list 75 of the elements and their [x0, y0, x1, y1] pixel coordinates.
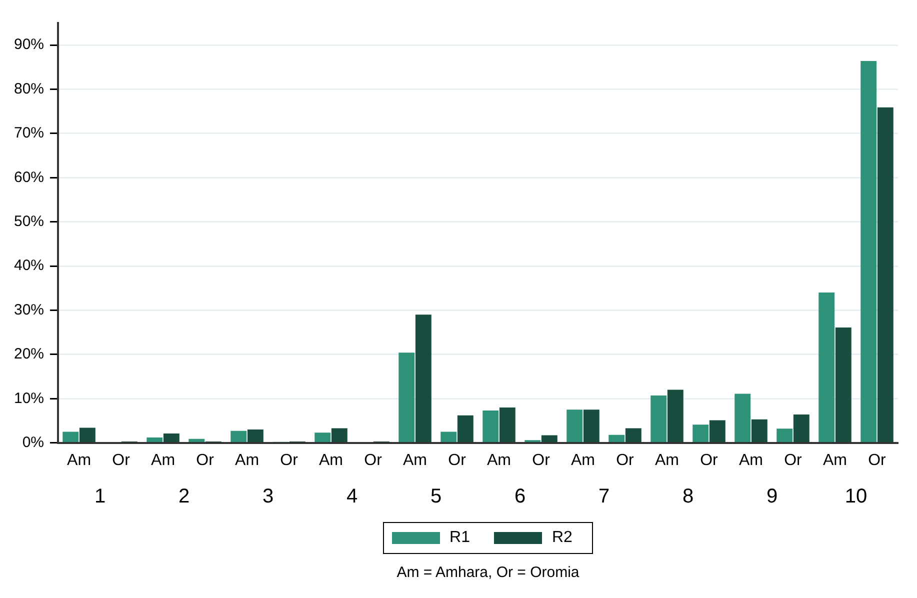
bar — [583, 410, 600, 442]
bar — [776, 428, 793, 442]
text: 2 — [178, 485, 190, 508]
x-tick-label: Or — [784, 452, 803, 469]
x-tick-label: Am — [235, 452, 260, 469]
bar — [818, 292, 835, 442]
bar — [331, 428, 348, 442]
y-tick-label: 0% — [22, 434, 44, 451]
y-tick-label: 20% — [14, 346, 44, 363]
bar — [440, 432, 457, 442]
x-tick-label: Am — [319, 452, 344, 469]
bar — [709, 420, 726, 442]
x-tick-label: Or — [448, 452, 467, 469]
x-tick-label: Am — [403, 452, 428, 469]
x-tick-label: Am — [655, 452, 680, 469]
bar — [667, 390, 684, 442]
bar — [860, 61, 877, 442]
bar — [482, 410, 499, 442]
x-tick-label: Am — [571, 452, 596, 469]
text: 1 — [94, 485, 106, 508]
bar — [877, 107, 894, 442]
bar — [835, 327, 852, 442]
bar — [230, 430, 247, 442]
x-tick-label: Am — [823, 452, 847, 469]
text: Am = Amhara, Or = Oromia — [396, 564, 580, 581]
x-tick-label: Or — [616, 452, 635, 469]
text: 6 — [514, 485, 526, 508]
x-tick-label: Or — [868, 452, 887, 469]
text: 4 — [346, 485, 358, 508]
bar — [247, 430, 264, 442]
bar — [146, 438, 163, 442]
x-tick-label: Am — [67, 452, 92, 469]
bar — [793, 414, 810, 442]
x-tick-label: Or — [112, 452, 131, 469]
y-tick-label: 80% — [14, 80, 44, 98]
text: 5 — [430, 485, 442, 508]
bar — [751, 419, 768, 442]
y-tick-label: 60% — [14, 168, 44, 186]
bar — [62, 432, 79, 442]
x-tick-label: Or — [196, 452, 215, 469]
bar — [457, 415, 474, 442]
bar — [541, 435, 558, 442]
x-tick-label: Am — [487, 452, 512, 469]
bar — [625, 428, 642, 442]
y-tick-label: 10% — [14, 390, 44, 407]
bar — [650, 396, 667, 442]
bar — [608, 434, 625, 442]
bar — [692, 424, 709, 442]
x-tick-label: Or — [532, 452, 551, 469]
y-tick-label: 50% — [14, 212, 44, 230]
legend-label: R2 — [552, 529, 572, 547]
y-tick-label: 70% — [14, 124, 44, 142]
y-tick-label: 40% — [14, 257, 44, 274]
y-tick-label: 90% — [14, 36, 44, 54]
bar — [734, 394, 751, 442]
bar — [163, 434, 180, 442]
bar — [398, 352, 415, 442]
text: 9 — [766, 485, 778, 508]
x-tick-label: Or — [700, 452, 719, 469]
bar — [79, 428, 96, 442]
x-tick-label: Or — [364, 452, 383, 469]
x-tick-label: Am — [739, 452, 764, 469]
x-tick-label: Am — [151, 452, 176, 469]
y-tick-label: 30% — [14, 301, 44, 318]
x-tick-label: Or — [280, 452, 299, 469]
text: 8 — [682, 485, 694, 508]
text: 7 — [598, 485, 610, 508]
text: 3 — [262, 485, 274, 508]
bar — [314, 432, 331, 442]
bar — [415, 314, 432, 442]
bar — [566, 410, 583, 442]
text: 10 — [844, 485, 868, 508]
legend-label: R1 — [450, 529, 470, 547]
bar — [499, 407, 516, 442]
bar — [188, 438, 205, 442]
